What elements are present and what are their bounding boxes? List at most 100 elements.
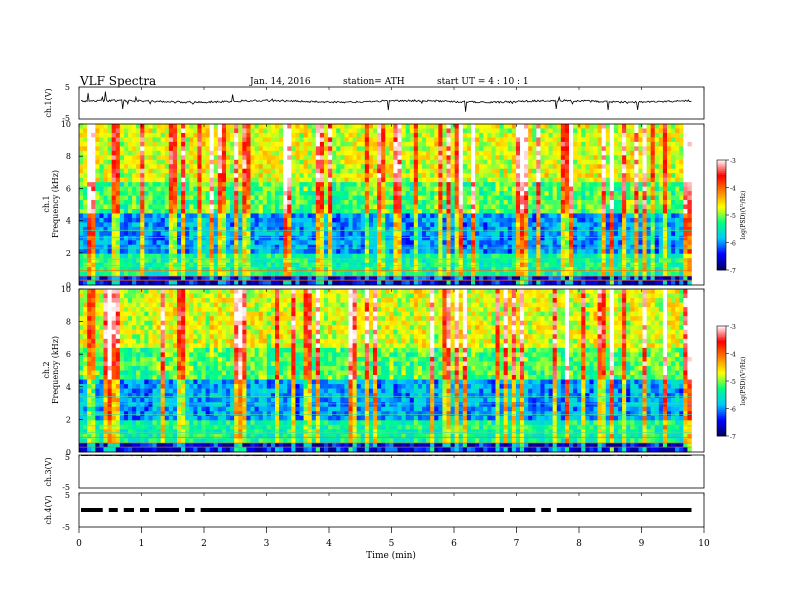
spectrogram-cell [201, 208, 206, 214]
spectrogram-cell [515, 258, 521, 263]
spectrogram-cell [577, 132, 582, 138]
spectrogram-cell [336, 249, 341, 254]
spectrogram-cell [132, 173, 137, 178]
spectrogram-cell [528, 226, 533, 232]
spectrogram-cell [605, 191, 611, 196]
spectrogram-cell [91, 155, 96, 161]
spectrogram-cell [177, 164, 182, 170]
spectrogram-cell [262, 262, 268, 268]
spectrogram-cell [319, 240, 325, 246]
spectrogram-cell [275, 159, 280, 165]
spectrogram-cell [650, 226, 656, 232]
spectrogram-cell [217, 195, 223, 201]
spectrogram-cell [87, 164, 92, 170]
spectrogram-cell [438, 159, 443, 165]
spectrogram-cell [258, 222, 264, 228]
spectrogram-cell [266, 146, 272, 152]
spectrogram-cell [234, 164, 239, 170]
spectrogram-cell [548, 128, 553, 134]
spectrogram-cell [511, 177, 517, 183]
spectrogram-cell [675, 159, 680, 165]
spectrogram-cell [626, 177, 631, 183]
spectrogram-cell [103, 146, 108, 152]
spectrogram-cell [144, 128, 149, 134]
spectrogram-cell [156, 159, 161, 165]
spectrogram-cell [295, 159, 300, 165]
spectrogram-cell [164, 240, 170, 246]
spectrogram-cell [111, 240, 117, 246]
spectrogram-cell [483, 240, 488, 246]
spectrogram-cell [328, 137, 333, 143]
spectrogram-cell [250, 267, 255, 272]
spectrogram-cell [83, 231, 88, 237]
spectrogram-cell [524, 226, 529, 232]
spectrogram-cell [593, 217, 598, 223]
spectrogram-cell [442, 231, 447, 237]
spectrogram-cell [242, 177, 247, 183]
spectrogram-cell [307, 258, 313, 263]
spectrogram-cell [156, 249, 161, 254]
spectrogram-cell [197, 249, 202, 254]
spectrogram-cell [315, 204, 321, 210]
spectrogram-cell [168, 222, 174, 228]
spectrogram-cell [160, 173, 166, 178]
spectrogram-cell [189, 195, 194, 201]
spectrogram-cell [638, 168, 643, 174]
spectrogram-cell [377, 182, 382, 187]
spectrogram-cell [495, 262, 500, 268]
spectrogram-cell [675, 182, 680, 187]
spectrogram-cell [352, 164, 357, 170]
spectrogram-cell [279, 164, 284, 170]
spectrogram-cell [389, 222, 394, 228]
spectrogram-cell [548, 258, 553, 263]
spectrogram-cell [340, 222, 345, 228]
spectrogram-cell [479, 191, 484, 196]
spectrogram-cell [593, 146, 598, 152]
spectrogram-cell [409, 213, 415, 219]
spectrogram-cell [242, 146, 247, 152]
spectrogram-cell [393, 146, 398, 152]
spectrogram-cell [262, 137, 268, 143]
spectrogram-cell [556, 191, 562, 196]
spectrogram-cell [564, 168, 570, 174]
spectrogram-cell [373, 231, 378, 237]
spectrogram-cell [524, 240, 529, 246]
spectrogram-cell [532, 244, 537, 250]
spectrogram-cell [189, 217, 194, 223]
spectrogram-cell [569, 128, 574, 134]
spectrogram-cell [189, 244, 194, 250]
spectrogram-cell [642, 267, 647, 272]
spectrogram-cell [520, 173, 525, 178]
spectrogram-cell [270, 267, 276, 272]
spectrogram-cell [254, 132, 259, 138]
spectrogram-cell [401, 200, 406, 205]
spectrogram-cell [409, 217, 415, 223]
spectrogram-cell [226, 222, 231, 228]
spectrogram-cell [528, 258, 533, 263]
spectrogram-cell [152, 262, 157, 268]
spectrogram-cell [270, 155, 276, 161]
spectrogram-cell [95, 258, 100, 263]
spectrogram-cell [307, 173, 313, 178]
spectrogram-cell [556, 124, 562, 129]
spectrogram-cell [254, 155, 259, 161]
spectrogram-cell [95, 150, 100, 156]
spectrogram-cell [634, 226, 639, 232]
spectrogram-cell [283, 168, 288, 174]
spectrogram-cell [336, 222, 341, 228]
spectrogram-cell [197, 177, 202, 183]
spectrogram-cell [397, 262, 402, 268]
spectrogram-cell [434, 159, 439, 165]
spectrogram-cell [491, 150, 496, 156]
spectrogram-cell [475, 132, 480, 138]
spectrogram-cell [140, 128, 145, 134]
spectrogram-cell [356, 244, 362, 250]
spectrogram-cell [189, 240, 194, 246]
spectrogram-cell [495, 195, 500, 201]
spectrogram-cell [266, 186, 272, 192]
spectrogram-cell [266, 222, 272, 228]
spectrogram-cell [438, 195, 443, 201]
spectrogram-cell [593, 240, 598, 246]
spectrogram-cell [221, 267, 227, 272]
spectrogram-cell [201, 182, 206, 187]
